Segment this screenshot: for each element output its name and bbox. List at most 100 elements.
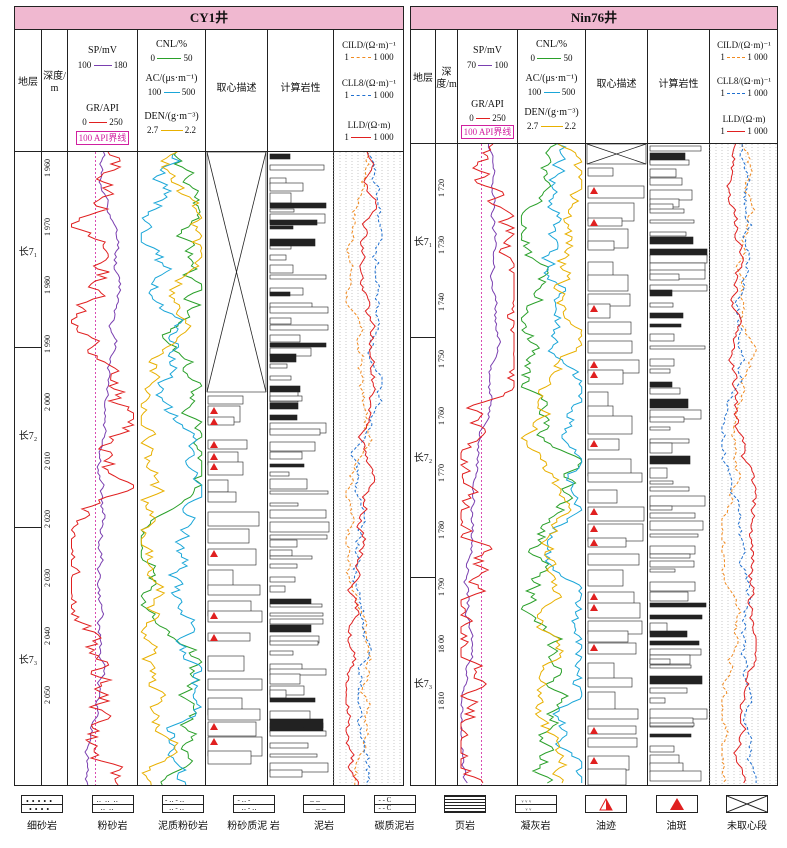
gr-curve xyxy=(459,144,516,784)
cild-header: CILD/(Ω·m)⁻¹ xyxy=(717,40,771,50)
lithology-bed xyxy=(269,153,291,160)
cll8-header: CLL8/(Ω·m)⁻¹ xyxy=(716,76,772,86)
depth-tick-label: 1 970 xyxy=(43,217,52,236)
lithology-bed xyxy=(269,208,295,213)
depth-header: 深度/m xyxy=(43,71,66,94)
oil-spot-marker xyxy=(210,738,218,745)
mudstone-icon: – – – – xyxy=(303,795,345,813)
depth-tick-label: 1 750 xyxy=(437,350,446,368)
gr-marker-text: 100 API界线 xyxy=(460,125,515,139)
gr-header: GR/API xyxy=(86,103,119,114)
oil-spot-marker xyxy=(210,612,218,619)
cll8-range: 1 1 000 xyxy=(334,89,404,101)
den-curve xyxy=(520,144,583,784)
oil-spot-marker xyxy=(590,219,598,226)
lithology-bed xyxy=(649,568,676,573)
core-header: 取心描述 xyxy=(596,79,637,90)
core-bed xyxy=(207,511,260,527)
lithology-bed xyxy=(649,273,680,281)
lithology-bed xyxy=(269,274,327,280)
cnl-header: CNL/% xyxy=(535,39,568,50)
lithology-bed xyxy=(649,236,694,245)
lld-range: 1 1 000 xyxy=(710,125,778,137)
ac-max: 500 xyxy=(561,87,576,97)
core-bed xyxy=(587,537,627,548)
sp-min: 100 xyxy=(77,60,92,70)
cild-curve xyxy=(345,152,373,785)
lithology-bed xyxy=(649,733,692,738)
lithology-bed xyxy=(649,442,673,454)
depth-tick-label: 1 790 xyxy=(437,578,446,596)
oil-spot-marker xyxy=(590,371,598,378)
core-bed xyxy=(587,217,623,227)
strata-boundary xyxy=(411,577,435,578)
lld-header: LLD/(Ω·m) xyxy=(722,114,766,124)
legend-label: 粉砂质泥 岩 xyxy=(227,821,280,832)
sp-range: 70 100 xyxy=(458,59,517,71)
lithology-bed xyxy=(649,602,707,608)
ac-range: 100 500 xyxy=(518,86,585,98)
lithology-bed xyxy=(269,618,324,625)
lithology-bed xyxy=(649,467,668,479)
lithology-bed xyxy=(269,471,290,477)
core-bed xyxy=(207,708,261,721)
depth-tick-label: 2 050 xyxy=(43,685,52,704)
legend-item: - - C- - C 碳质泥岩 xyxy=(365,795,425,832)
strata-label: 长7₃ xyxy=(18,655,38,666)
oil-spot-marker xyxy=(210,418,218,425)
sp-header: SP/mV xyxy=(473,45,502,56)
lithology-bed xyxy=(649,168,677,178)
lithology-bed xyxy=(649,284,708,292)
depth-tick-label: 1 720 xyxy=(437,179,446,197)
lld-max: 1 000 xyxy=(373,132,394,142)
lithology-bed xyxy=(269,502,299,507)
gr-curve xyxy=(70,152,135,785)
lithology-bed xyxy=(649,675,703,685)
log-curves xyxy=(459,144,777,785)
oil-spot-marker xyxy=(590,187,598,194)
oil-spot-marker xyxy=(590,508,598,515)
lithology-bed xyxy=(269,291,291,297)
legend-item: - ‥ - ‥ ‥ - ‥ 泥质粉砂岩 xyxy=(153,795,213,832)
divider xyxy=(137,29,138,785)
strata-header: 地层 xyxy=(18,77,38,88)
den-max: 2.2 xyxy=(184,125,196,135)
sp-curve xyxy=(460,144,502,784)
legend-item: 未取心段 xyxy=(717,795,777,832)
core-bed xyxy=(207,439,248,450)
sp-max: 100 xyxy=(494,60,509,70)
lithology-bed xyxy=(649,323,682,328)
ac-min: 100 xyxy=(147,87,162,97)
oil-spot-marker xyxy=(590,361,598,368)
lithology-bed xyxy=(649,581,696,592)
lithology-bed xyxy=(269,624,312,633)
core-bed xyxy=(587,602,641,619)
lithology-bed xyxy=(649,708,708,720)
lithology-bed xyxy=(269,441,316,452)
core-bed xyxy=(207,479,229,493)
lithology-bed xyxy=(649,345,706,350)
core-bed xyxy=(207,491,237,503)
lithology-bed xyxy=(649,333,675,342)
legend-label: 油迹 xyxy=(596,821,616,832)
lithology-bed xyxy=(649,512,696,519)
header-bottom-line xyxy=(15,151,403,152)
lithology-bed xyxy=(269,385,301,393)
lithology-bed xyxy=(269,576,296,583)
sp-min: 70 xyxy=(467,60,476,70)
core-bed xyxy=(207,750,252,765)
lithology-bed xyxy=(269,334,301,343)
lithology-bed xyxy=(269,317,292,325)
depth-tick-label: 2 020 xyxy=(43,510,52,528)
lithology-bed xyxy=(269,254,287,261)
lithology-bed xyxy=(269,463,305,468)
sp-curve xyxy=(84,152,122,785)
lithology-bed xyxy=(269,363,288,369)
core-bed xyxy=(587,340,633,354)
depth-tick-label: 1 780 xyxy=(437,521,446,539)
lithology-bed xyxy=(269,324,329,331)
legend-item: - ‥ - ‥ - ‥ 粉砂质泥 岩 xyxy=(224,795,284,832)
core-bed xyxy=(207,528,250,544)
den-max: 2.2 xyxy=(564,121,576,131)
